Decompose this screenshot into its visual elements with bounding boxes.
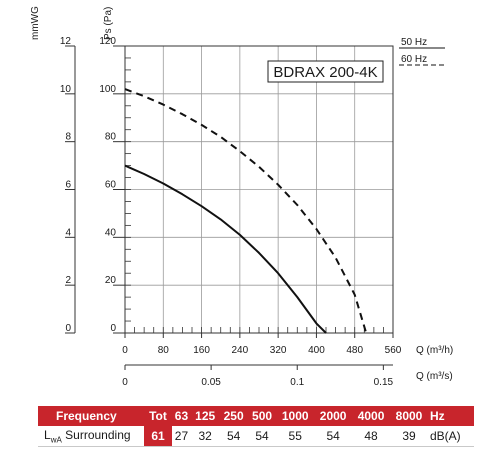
x-tick-label: 320 xyxy=(270,345,287,356)
x-tick-label: 160 xyxy=(193,345,210,356)
hz-unit: Hz xyxy=(428,406,474,426)
flow-m3s-axis-ticks: 0 0.05 0.1 0.15 xyxy=(122,365,394,388)
mmwg-axis-ticks: 0 2 4 6 8 10 12 xyxy=(60,36,75,334)
flow-m3h-axis-ticks: 0 80 160 240 320 400 480 560 xyxy=(122,333,402,356)
tot-label: Tot xyxy=(144,406,172,426)
x-tick-label: 560 xyxy=(385,345,402,356)
flow-m3h-axis-label: Q (m³/h) xyxy=(416,345,453,356)
mmwg-tick-label: 0 xyxy=(65,323,71,334)
series-curve-50-hz xyxy=(124,164,327,334)
lwa-value-4000: 48 xyxy=(352,426,390,447)
legend-label-50-hz: 50 Hz xyxy=(401,37,427,48)
band-63: 63 xyxy=(172,406,191,426)
x-tick-label: 240 xyxy=(232,345,249,356)
sound-power-table: Frequency Tot 63 125 250 500 1000 2000 4… xyxy=(38,406,474,447)
model-title-box xyxy=(267,60,384,83)
pa-tick-label: 120 xyxy=(99,36,116,47)
mmwg-tick-label: 6 xyxy=(65,180,71,191)
band-4000: 4000 xyxy=(352,406,390,426)
chart-grid xyxy=(124,45,394,334)
mmwg-tick-label: 8 xyxy=(65,132,71,143)
pa-axis-label: Ps (Pa) xyxy=(103,7,114,40)
lwa-value-8000: 39 xyxy=(390,426,428,447)
mmwg-axis-label: mmWG xyxy=(30,6,41,40)
chart-legend: 50 Hz 60 Hz xyxy=(399,37,445,66)
pa-tick-label: 20 xyxy=(105,275,117,286)
lwa-surrounding-row: LwA Surrounding 61 27 32 54 54 55 54 48 … xyxy=(38,426,474,447)
pa-axis-ticks: 0 20 40 60 80 100 120 xyxy=(99,36,125,334)
x-tick-label: 0 xyxy=(122,345,128,356)
pa-tick-label: 60 xyxy=(105,180,117,191)
lwa-value-63: 27 xyxy=(172,426,191,447)
pa-tick-label: 100 xyxy=(99,84,116,95)
mmwg-tick-label: 2 xyxy=(65,275,71,286)
band-2000: 2000 xyxy=(314,406,353,426)
mmwg-tick-label: 10 xyxy=(60,84,72,95)
fan-curve-chart: 0 2 4 6 8 10 12 0 20 40 60 80 100 120 mmWG Ps (Pa) 0… xyxy=(30,6,453,388)
chart-series xyxy=(124,88,368,334)
lwa-tot-value: 61 xyxy=(144,426,172,447)
mmwg-tick-label: 12 xyxy=(60,36,72,47)
lwa-label: LwA Surrounding xyxy=(38,426,144,447)
band-1000: 1000 xyxy=(276,406,315,426)
band-125: 125 xyxy=(190,406,220,426)
x2-tick-label: 0.1 xyxy=(290,377,304,388)
lwa-value-250: 54 xyxy=(219,426,248,447)
frequency-label: Frequency xyxy=(38,406,144,426)
lwa-value-125: 32 xyxy=(190,426,220,447)
frequency-header-row: Frequency Tot 63 125 250 500 1000 2000 4… xyxy=(38,406,474,426)
lwa-value-500: 54 xyxy=(247,426,277,447)
band-250: 250 xyxy=(219,406,248,426)
series-curve-60-hz xyxy=(124,88,368,334)
pa-tick-label: 0 xyxy=(110,323,116,334)
legend-label-60-hz: 60 Hz xyxy=(401,54,427,65)
dba-unit: dB(A) xyxy=(428,426,474,447)
lwa-value-2000: 54 xyxy=(314,426,353,447)
band-500: 500 xyxy=(247,406,277,426)
lwa-label-sub: wA xyxy=(50,435,62,445)
lwa-value-1000: 55 xyxy=(276,426,315,447)
model-title: BDRAX 200-4K xyxy=(273,64,377,81)
pa-tick-label: 80 xyxy=(105,132,117,143)
x2-tick-label: 0.15 xyxy=(374,377,394,388)
band-8000: 8000 xyxy=(390,406,428,426)
x-tick-label: 400 xyxy=(308,345,325,356)
x2-tick-label: 0 xyxy=(122,377,128,388)
lwa-label-rest: Surrounding xyxy=(65,427,131,442)
x-tick-label: 480 xyxy=(346,345,363,356)
x2-tick-label: 0.05 xyxy=(201,377,221,388)
flow-m3s-axis-label: Q (m³/s) xyxy=(416,371,453,382)
pa-tick-label: 40 xyxy=(105,227,117,238)
mmwg-tick-label: 4 xyxy=(65,227,71,238)
lwa-label-main: L xyxy=(44,427,51,442)
x-tick-label: 80 xyxy=(158,345,170,356)
